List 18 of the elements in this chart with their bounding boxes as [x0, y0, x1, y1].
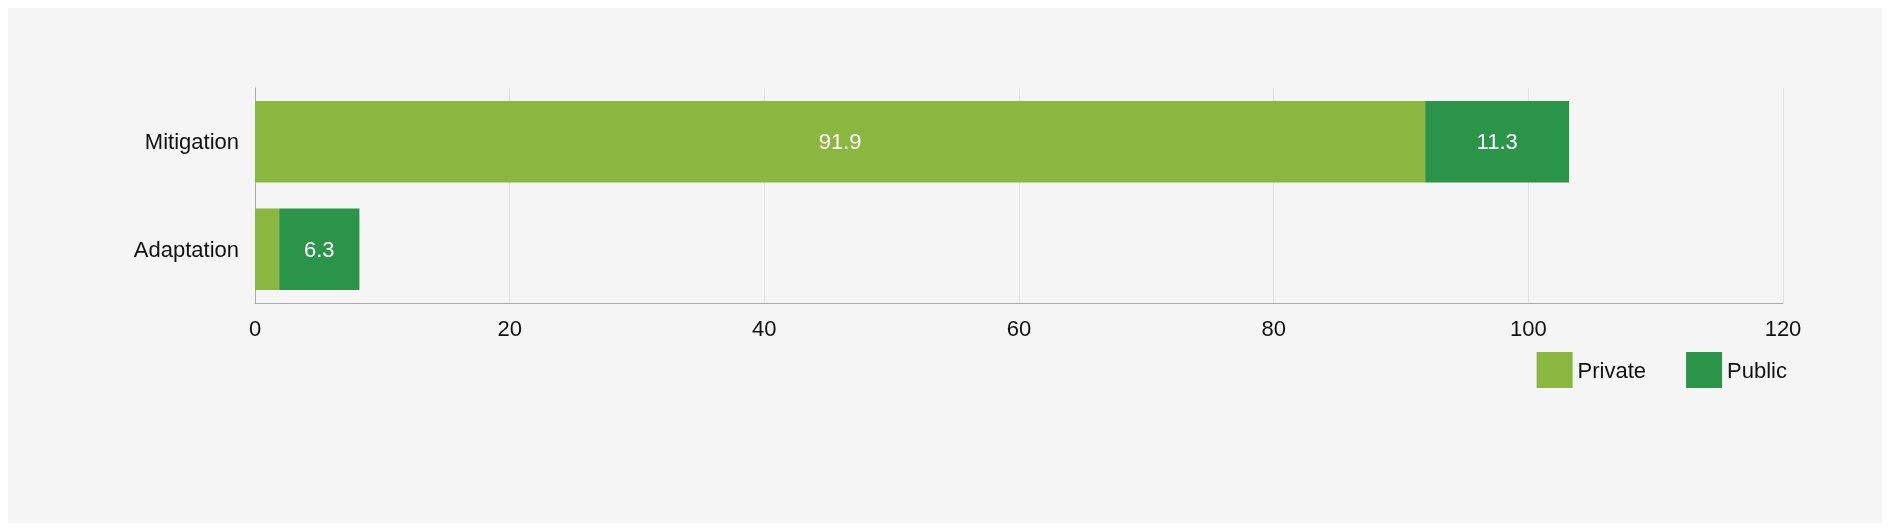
x-tick-label: 100	[1509, 315, 1547, 341]
y-tick-label: Adaptation	[133, 236, 239, 262]
data-label: 6.3	[304, 236, 335, 262]
x-tick-label: 80	[1261, 315, 1286, 341]
bar	[1425, 100, 1570, 183]
legend-label: Public	[1727, 357, 1787, 383]
bar	[255, 208, 280, 291]
x-tick-label: 0	[248, 315, 262, 341]
legend-label: Private	[1577, 357, 1647, 383]
y-tick-label: Mitigation	[144, 129, 239, 155]
bar	[279, 208, 360, 291]
data-label: 11.3	[1476, 129, 1518, 155]
x-tick-label: 60	[1006, 315, 1032, 341]
x-tick-label: 120	[1764, 315, 1802, 341]
x-tick-label: 20	[497, 315, 522, 341]
data-label: 91.9	[818, 129, 862, 155]
x-tick-label: 40	[752, 315, 777, 341]
bar	[255, 100, 1426, 183]
